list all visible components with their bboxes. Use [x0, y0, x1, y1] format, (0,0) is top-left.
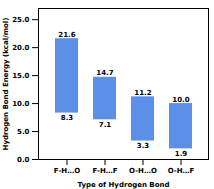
svg-text:15.0: 15.0	[12, 72, 29, 80]
svg-text:O-H…F: O-H…F	[168, 167, 195, 175]
svg-text:20.0: 20.0	[12, 44, 29, 52]
svg-text:10.0: 10.0	[172, 96, 189, 104]
svg-text:25.0: 25.0	[12, 16, 29, 24]
svg-text:10.0: 10.0	[12, 100, 29, 108]
svg-text:1.9: 1.9	[175, 150, 188, 158]
svg-text:3.3: 3.3	[137, 142, 150, 150]
svg-text:O-H…O: O-H…O	[129, 167, 157, 175]
svg-text:11.2: 11.2	[134, 89, 151, 97]
svg-text:21.6: 21.6	[58, 31, 75, 39]
svg-text:5.0: 5.0	[17, 128, 30, 136]
svg-text:14.7: 14.7	[96, 69, 113, 77]
svg-text:7.1: 7.1	[99, 121, 112, 129]
svg-text:Type of Hydrogen Bond: Type of Hydrogen Bond	[77, 181, 169, 189]
svg-text:F-H…F: F-H…F	[92, 167, 117, 175]
svg-text:Hydrogen Bond Energy (kcal/mol: Hydrogen Bond Energy (kcal/mol)	[2, 18, 10, 151]
svg-text:8.3: 8.3	[61, 114, 74, 122]
svg-text:F-H…O: F-H…O	[54, 167, 80, 175]
svg-text:0.0: 0.0	[17, 156, 30, 164]
